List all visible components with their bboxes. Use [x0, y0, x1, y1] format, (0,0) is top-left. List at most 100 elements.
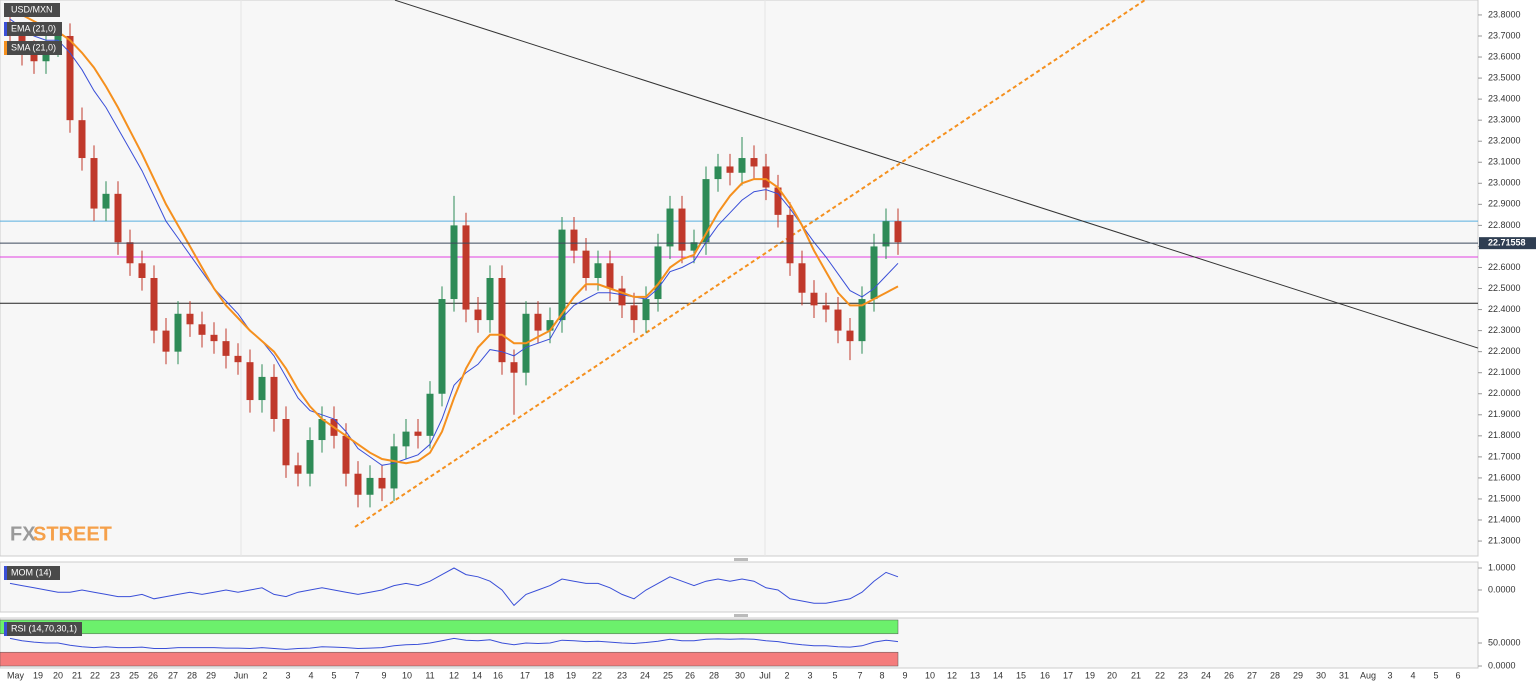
candle-body — [582, 250, 590, 278]
resize-handle[interactable] — [734, 614, 748, 617]
candle-body — [894, 221, 902, 243]
candle-body — [186, 313, 194, 325]
y-tick-label: 21.6000 — [1488, 472, 1521, 482]
x-tick-label: 28 — [709, 670, 719, 680]
x-tick-label: 28 — [187, 670, 197, 680]
candle-body — [690, 242, 698, 251]
x-tick-label: 29 — [206, 670, 216, 680]
candle-body — [630, 305, 638, 321]
x-tick-label: 3 — [807, 670, 812, 680]
indicator-line — [9, 18, 899, 466]
candle-body — [786, 214, 794, 264]
candle-body — [138, 263, 146, 278]
legend-box — [4, 622, 82, 636]
candle-body — [666, 208, 674, 247]
rsi-band — [0, 651, 899, 667]
x-tick-label: 5 — [832, 670, 837, 680]
x-tick-label: 5 — [331, 670, 336, 680]
trendline — [394, 0, 1479, 349]
legend-swatch — [4, 622, 7, 636]
candle-body — [678, 208, 686, 251]
x-tick-label: 4 — [1410, 670, 1415, 680]
x-tick-label: 31 — [1339, 670, 1349, 680]
candle-body — [882, 221, 890, 247]
x-tick-label: 19 — [1085, 670, 1095, 680]
x-tick-label: 24 — [640, 670, 650, 680]
x-tick-label: 27 — [1247, 670, 1257, 680]
candle-body — [210, 334, 218, 342]
candle-body — [558, 229, 566, 321]
last-price-label: 22.71558 — [1488, 238, 1526, 248]
y-tick-label: 23.1000 — [1488, 157, 1521, 167]
x-tick-label: 23 — [1178, 670, 1188, 680]
x-tick-label: 3 — [1387, 670, 1392, 680]
y-tick-label: 22.8000 — [1488, 220, 1521, 230]
x-tick-label: 21 — [72, 670, 82, 680]
candle-body — [162, 330, 170, 352]
resize-handle[interactable] — [734, 558, 748, 561]
x-tick-label: 18 — [544, 670, 554, 680]
y-tick-label: 1.0000 — [1488, 562, 1516, 572]
watermark-fx: FX — [10, 523, 36, 545]
candle-body — [810, 292, 818, 306]
x-tick-label: 13 — [970, 670, 980, 680]
candle-body — [342, 435, 350, 474]
y-tick-label: 21.4000 — [1488, 514, 1521, 524]
candle-body — [402, 431, 410, 447]
x-tick-label: 21 — [1131, 670, 1141, 680]
x-tick-label: 12 — [449, 670, 459, 680]
x-tick-label: 10 — [925, 670, 935, 680]
y-tick-label: 23.5000 — [1488, 72, 1521, 82]
candle-body — [846, 330, 854, 342]
x-tick-label: 9 — [381, 670, 386, 680]
candle-body — [822, 305, 830, 310]
mom-panel — [0, 561, 1479, 613]
candle-body — [486, 278, 494, 321]
x-tick-label: 22 — [90, 670, 100, 680]
x-tick-label: 7 — [354, 670, 359, 680]
trendline — [354, 0, 1146, 528]
candle-body — [150, 278, 158, 331]
x-tick-label: 28 — [1270, 670, 1280, 680]
x-tick-label: 6 — [1455, 670, 1460, 680]
candle-body — [474, 309, 482, 321]
candle-body — [426, 393, 434, 436]
last-price-box — [1479, 237, 1536, 250]
y-tick-label: 22.0000 — [1488, 388, 1521, 398]
x-tick-label: 20 — [53, 670, 63, 680]
candle-body — [858, 299, 866, 342]
y-tick-label: 22.3000 — [1488, 325, 1521, 335]
watermark-street: STREET — [33, 523, 112, 545]
y-tick-label: 21.3000 — [1488, 535, 1521, 545]
x-tick-label: Aug — [1360, 670, 1376, 680]
legend-label: RSI (14,70,30,1) — [11, 623, 77, 633]
candle-body — [366, 477, 374, 495]
candle-body — [570, 229, 578, 251]
x-tick-label: 14 — [993, 670, 1003, 680]
candle-body — [498, 278, 506, 363]
legend-box — [4, 22, 62, 36]
candle-body — [294, 465, 302, 474]
candle-body — [198, 324, 206, 335]
legend-item: EMA (21,0) — [4, 22, 62, 36]
x-tick-label: May — [7, 670, 25, 680]
x-tick-label: 30 — [1316, 670, 1326, 680]
candle-body — [30, 52, 38, 62]
candle-body — [102, 193, 110, 209]
x-tick-label: 26 — [148, 670, 158, 680]
y-tick-label: 21.9000 — [1488, 409, 1521, 419]
x-tick-label: 16 — [1040, 670, 1050, 680]
legend-box — [4, 41, 62, 55]
y-tick-label: 23.6000 — [1488, 51, 1521, 61]
candle-body — [450, 225, 458, 300]
x-tick-label: 20 — [1107, 670, 1117, 680]
candle-body — [738, 158, 746, 173]
indicator-line — [9, 637, 899, 650]
x-tick-label: 24 — [1201, 670, 1211, 680]
x-tick-label: 9 — [902, 670, 907, 680]
legend-item: SMA (21,0) — [4, 41, 62, 55]
y-tick-label: 22.4000 — [1488, 304, 1521, 314]
y-tick-label: 22.2000 — [1488, 346, 1521, 356]
y-tick-label: 23.2000 — [1488, 136, 1521, 146]
rsi-band — [0, 619, 899, 635]
